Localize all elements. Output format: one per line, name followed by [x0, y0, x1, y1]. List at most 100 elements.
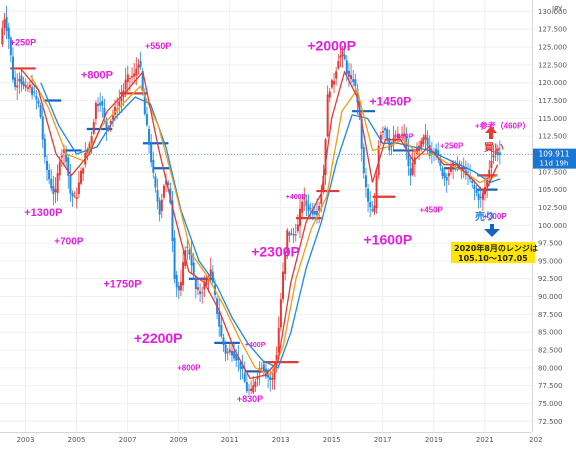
time-tick-label: 2013 [272, 436, 290, 444]
candle-body [156, 190, 159, 202]
candle-body [52, 186, 55, 194]
candle-body [45, 161, 48, 171]
candle-body [97, 104, 100, 106]
candle-body [462, 168, 465, 169]
candle-body [384, 128, 387, 131]
candle-body [401, 134, 404, 137]
candle-body [173, 237, 176, 279]
profit-annotation: +800P [81, 69, 113, 81]
candle-body [201, 292, 204, 294]
candle-body [41, 116, 44, 140]
candle-body [494, 150, 497, 155]
candle-body [488, 169, 491, 179]
profit-annotation: +400P [245, 342, 266, 349]
candle-body [398, 136, 401, 138]
candle-body [260, 367, 263, 369]
trade-signals: 買い 売り [475, 126, 504, 237]
price-tick-label: 92.500 [538, 275, 563, 283]
candle-body [99, 102, 102, 106]
candle-body [373, 205, 376, 213]
candle-body [337, 61, 340, 69]
candle-body [447, 173, 450, 177]
candle-body [224, 344, 227, 354]
currency-label: JPY [551, 5, 563, 13]
candle-body [405, 136, 408, 152]
candle-body [426, 137, 429, 146]
range-note-box [451, 242, 535, 263]
last-price-value: 109.911 [538, 150, 569, 159]
time-tick-label: 2005 [68, 436, 86, 444]
candle-body [7, 27, 10, 39]
profit-annotation: +250P [440, 141, 464, 150]
candle-body [182, 262, 185, 286]
candle-body [420, 140, 423, 149]
candle-body [175, 274, 178, 288]
candle-body [262, 364, 265, 372]
candle-body [318, 206, 321, 212]
price-tick-label: 112.500 [538, 133, 567, 141]
price-tick-label: 85.000 [538, 329, 563, 337]
price-tick-label: 130.000 [538, 8, 567, 16]
candle-body [162, 185, 165, 198]
candle-body [243, 373, 246, 382]
candle-body [54, 189, 57, 192]
time-axis[interactable]: 2003 2005 2007 2009 2011 2013 2015 2017 2019 2021… [0, 432, 543, 445]
candle-body [350, 75, 353, 80]
price-tick-label: 125.000 [538, 44, 567, 52]
price-tick-label: 80.000 [538, 364, 563, 372]
candle-body [203, 282, 206, 290]
candle-body [339, 55, 342, 58]
candle-body [277, 327, 280, 353]
price-tick-label: 90.000 [538, 293, 563, 301]
price-tick-label: 115.000 [538, 115, 567, 123]
time-tick-label: 2009 [170, 436, 188, 444]
candle-body [35, 96, 38, 100]
candle-body [26, 87, 29, 89]
candle-body [86, 149, 89, 156]
candle-body [33, 91, 36, 93]
candle-body [256, 376, 259, 380]
price-tick-label: 120.000 [538, 79, 567, 87]
price-tick-label: 75.000 [538, 400, 563, 408]
candle-body [118, 101, 121, 106]
candle-body [269, 376, 272, 381]
candle-body [209, 269, 212, 277]
candle-body [126, 74, 129, 83]
candle-body [235, 354, 238, 361]
candle-body [388, 137, 391, 151]
profit-annotation: +参考（460P） [475, 120, 530, 130]
candle-body [135, 68, 138, 76]
candle-body [82, 168, 85, 174]
candle-body [486, 177, 489, 187]
candle-body [18, 78, 21, 82]
candle-body [305, 200, 308, 206]
candle-body [233, 351, 236, 359]
candle-body [484, 186, 487, 195]
candle-body [471, 180, 474, 183]
candle-body [190, 252, 193, 266]
candle-body [328, 91, 331, 98]
candle-body [360, 118, 363, 149]
candle-body [449, 164, 452, 172]
candle-body [199, 291, 202, 295]
profit-annotation: +2200P [134, 330, 183, 346]
candle-body [490, 160, 493, 168]
candle-body [247, 389, 250, 391]
candle-body [415, 146, 418, 154]
candle-body [475, 189, 478, 194]
price-axis[interactable]: JPY 130.000 127.500 125.000 122.500 120.000 1… [532, 0, 576, 451]
candle-body [254, 381, 257, 387]
candle-body [148, 129, 151, 145]
candle-body [347, 70, 350, 77]
candle-body [303, 196, 306, 200]
range-note-line2: 105.10〜107.05 [458, 254, 528, 263]
candle-body [75, 197, 78, 200]
candle-body [307, 204, 310, 211]
candle-body [137, 64, 140, 69]
profit-annotation: +1300P [24, 207, 62, 219]
candle-body [311, 209, 314, 215]
time-tick-label: 2021 [476, 436, 494, 444]
candle-body [43, 138, 46, 158]
candle-body [437, 150, 440, 156]
